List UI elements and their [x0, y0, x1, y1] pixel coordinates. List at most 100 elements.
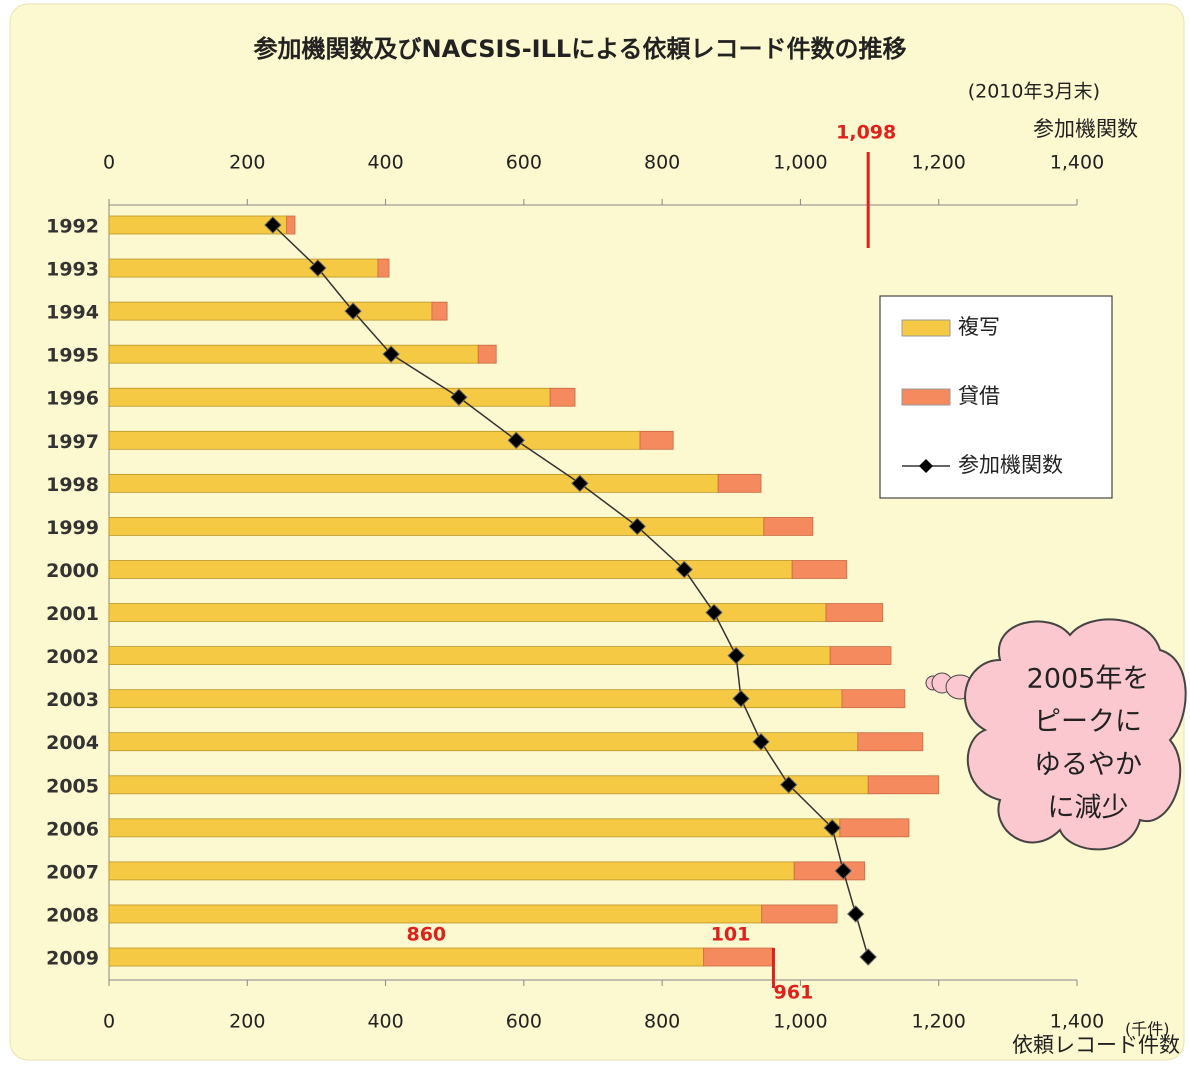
institution-marker [705, 603, 723, 622]
x-axis-label: 依頼レコード件数 [1012, 1033, 1180, 1057]
callout-text: ゆるやか [1034, 750, 1142, 781]
x-axis-unit: (千件) [1125, 1020, 1170, 1039]
x2-axis-label: 参加機関数 [1033, 117, 1138, 141]
x2-tick-label: 0 [103, 152, 115, 174]
institution-marker [382, 345, 400, 363]
x-tick-label: 600 [506, 1011, 542, 1033]
legend-swatch [901, 319, 951, 337]
callout-text: ピークに [1034, 707, 1142, 738]
data-label: 860 [406, 924, 446, 946]
y-tick-label: 1996 [46, 388, 99, 410]
x2-tick-label: 600 [506, 152, 542, 174]
x2-tick-label: 400 [367, 152, 403, 174]
bar-segment [108, 344, 479, 364]
bar-segment [841, 689, 906, 709]
annotation-label: 1,098 [836, 122, 896, 144]
x2-tick-label: 200 [229, 152, 265, 174]
x-tick-label: 800 [644, 1011, 680, 1033]
x2-tick-label: 1,400 [1050, 152, 1104, 174]
bar-segment [108, 732, 859, 752]
x-tick-label: 1,000 [773, 1011, 827, 1033]
bar-segment [829, 646, 892, 665]
bar-segment [639, 430, 674, 450]
annotation-label: 961 [774, 982, 814, 1004]
bar-segment [717, 473, 762, 493]
chart-title: 参加機関数及びNACSIS-ILLによる依頼レコード件数の推移 [254, 35, 907, 63]
x-tick-label: 200 [229, 1011, 265, 1033]
institution-marker [507, 431, 525, 450]
bar-segment [108, 818, 841, 838]
x-tick-label: 1,400 [1050, 1011, 1104, 1033]
bar-segment [793, 861, 866, 881]
bar-segment [108, 947, 705, 967]
institution-marker [732, 689, 750, 708]
bar-segment [108, 387, 551, 407]
legend-label: 参加機関数 [958, 453, 1063, 477]
bar-segment [763, 517, 814, 536]
callout-text: に減少 [1048, 793, 1129, 824]
bar-segment [108, 258, 379, 278]
x-tick-label: 400 [367, 1011, 403, 1033]
institution-marker [823, 819, 841, 837]
institution-marker [309, 259, 327, 277]
y-tick-label: 1993 [46, 259, 99, 281]
y-tick-label: 2004 [46, 732, 99, 754]
bar-segment [108, 215, 288, 235]
subtitle: (2010年3月末) [968, 81, 1100, 103]
institution-marker [571, 474, 589, 493]
bar-segment [108, 775, 869, 795]
y-tick-label: 1998 [46, 474, 99, 496]
legend-swatch [919, 459, 933, 473]
bar-segment [108, 301, 433, 321]
institution-marker [859, 948, 877, 966]
legend-label: 貸借 [958, 384, 1000, 408]
bar-segment [108, 473, 719, 493]
y-tick-label: 1997 [46, 431, 99, 453]
y-tick-label: 2007 [46, 861, 99, 883]
institution-marker [779, 776, 798, 794]
y-tick-label: 1994 [46, 302, 99, 324]
x-tick-label: 0 [103, 1011, 115, 1033]
y-tick-label: 2009 [46, 948, 99, 970]
bar-segment [108, 517, 765, 536]
bar-segment [761, 904, 838, 924]
legend-label: 複写 [958, 315, 1000, 339]
data-label: 101 [711, 924, 751, 946]
bar-segment [377, 258, 390, 278]
institution-marker [264, 216, 282, 234]
y-tick-label: 2005 [46, 775, 99, 797]
institution-marker [752, 733, 770, 751]
bar-segment [791, 560, 848, 579]
institution-marker [450, 388, 468, 406]
x2-tick-label: 1,000 [773, 152, 827, 174]
y-tick-label: 1999 [46, 517, 99, 539]
bar-segment [108, 430, 641, 450]
institution-marker [727, 646, 745, 665]
institution-marker [675, 560, 693, 579]
bar-segment [108, 904, 763, 924]
institution-marker [628, 517, 646, 536]
bar-segment [839, 818, 910, 838]
y-tick-label: 2002 [46, 646, 99, 668]
bar-segment [867, 775, 940, 795]
bar-segment [286, 215, 296, 235]
x2-tick-label: 800 [644, 152, 680, 174]
institution-marker [344, 302, 362, 320]
legend-swatch [901, 388, 951, 406]
institution-marker [834, 862, 853, 880]
bar-segment [108, 646, 831, 665]
y-tick-label: 2003 [46, 689, 99, 711]
bar-segment [108, 861, 795, 881]
y-tick-label: 1992 [46, 216, 99, 238]
y-tick-label: 2008 [46, 904, 99, 926]
x-tick-label: 1,200 [912, 1011, 966, 1033]
bar-segment [108, 689, 843, 709]
callout [925, 618, 1187, 851]
bar-segment [549, 387, 576, 407]
y-tick-label: 2006 [46, 818, 99, 840]
callout-cloud [964, 618, 1187, 851]
bar-segment [477, 344, 497, 364]
y-tick-label: 2001 [46, 603, 99, 625]
institution-marker [847, 905, 865, 923]
